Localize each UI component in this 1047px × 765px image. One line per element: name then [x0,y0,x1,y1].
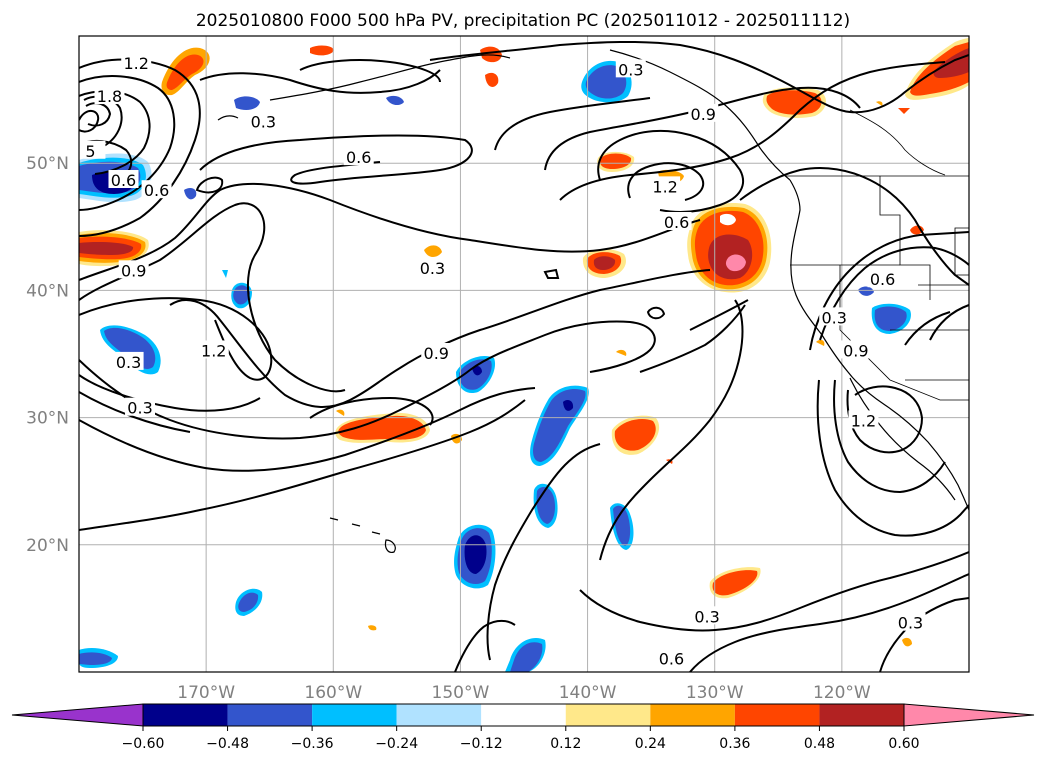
contour-label-bg [125,397,156,416]
colorbar-segment [312,704,397,726]
contour-label: 0.6 [111,171,136,190]
contour-label-bg [141,180,172,199]
contour-label-bg [417,257,448,276]
contour-label: 0.9 [843,341,868,360]
colorbar-segment [565,704,651,726]
contour-label: 0.6 [346,148,371,167]
colorbar-label: −0.48 [206,736,249,752]
colorbar-label: −0.12 [460,736,503,752]
contour-label: 0.9 [424,344,449,363]
colorbar-label: 0.12 [550,736,581,752]
contour-label: 1.2 [851,411,876,430]
contour-label-bg [79,140,106,159]
contour-label-bg [688,103,719,122]
colorbar-segment [143,704,228,726]
contour-label: 1.2 [201,341,226,360]
chart-title: 2025010800 F000 500 hPa PV, precipitatio… [196,11,850,31]
contour-label-bg [118,260,149,279]
contour-label-bg [895,612,926,631]
contour-label: 0.3 [694,607,719,626]
contour-label: 1.8 [97,87,122,106]
contour-label: 0.6 [659,649,684,668]
longitude-label: 130°W [686,683,744,703]
contour-label: 0.3 [127,399,152,418]
map-frame [78,35,970,673]
colorbar-label: 0.48 [804,736,835,752]
colorbar-extend-high [903,703,1035,727]
contour-label: 0.3 [822,308,847,327]
contour-label-bg [343,147,374,166]
contour-label: 0.6 [664,213,689,232]
contour-label: 0.3 [618,60,643,79]
contour-label-bg [108,170,139,189]
longitude-label: 160°W [304,683,362,703]
contour-label: 0.6 [144,181,169,200]
colorbar: −0.60 −0.48 −0.36 −0.24 −0.12 0.12 0.24 0.36 0.4… [11,703,1035,752]
contour-label: 0.9 [121,261,146,280]
latitude-label: 50°N [26,154,69,174]
coastlines [217,49,969,553]
contour-label: 0.3 [420,259,445,278]
longitude-label: 140°W [559,683,617,703]
colorbar-segment [396,704,482,726]
latitude-label: 20°N [26,536,69,556]
contour-label-bg [421,343,452,361]
contour-label-bg [661,211,692,230]
contour-label-bg [94,86,125,105]
colorbar-extend-low [11,703,144,727]
contour-label: 0.3 [251,112,276,131]
contour-label-bg [692,606,723,625]
contour-label: 1.2 [123,54,148,73]
colorbar-segment [227,704,313,726]
colorbar-segment [650,704,735,726]
colorbar-segment [734,704,820,726]
colorbar-label: 0.24 [635,736,666,752]
contour-label: 0.6 [870,270,895,289]
contour-label: 0.3 [898,614,923,633]
colorbar-label: 0.36 [719,736,750,752]
longitude-label: 120°W [813,683,871,703]
contour-label-bg [819,307,850,326]
longitude-label: 150°W [432,683,490,703]
longitude-label: 170°W [177,683,235,703]
contour-label-bg [650,176,681,195]
contour-label-bg [248,111,279,130]
pv-contours [79,40,969,672]
contour-label-bg [840,340,871,359]
contour-label: 1.2 [652,177,677,196]
contour-label-bg [848,410,879,429]
latitude-label: 40°N [26,281,69,301]
contour-label: 5 [85,142,95,161]
colorbar-segment [819,704,904,726]
contour-label-bg [198,340,229,359]
longitude-labels: 170°W 160°W 150°W 140°W 130°W 120°W [177,683,871,703]
contour-label-bg [615,59,646,78]
contour-label-bg [121,52,152,71]
contour-label: 0.3 [116,353,141,372]
contour-label-bg [867,269,898,288]
colorbar-segment [481,704,566,726]
colorbar-label: −0.60 [122,736,165,752]
colorbar-label: −0.24 [375,736,418,752]
latitude-labels: 20°N 30°N 40°N 50°N [26,154,69,556]
contour-labels: 1.21.80.350.60.60.60.9 0.31.2 0.90.30.30.3… [79,52,926,668]
contour-label-bg [113,351,144,370]
colorbar-label: −0.36 [291,736,334,752]
colorbar-frame [142,703,905,727]
colorbar-label: 0.60 [888,736,919,752]
precip-shading [79,38,969,672]
contour-label: 0.9 [691,105,716,124]
contour-label-bg [656,648,687,667]
latitude-label: 30°N [26,409,69,429]
map-panel: 1.21.80.350.60.60.60.9 0.31.2 0.90.30.30.3… [78,35,970,673]
